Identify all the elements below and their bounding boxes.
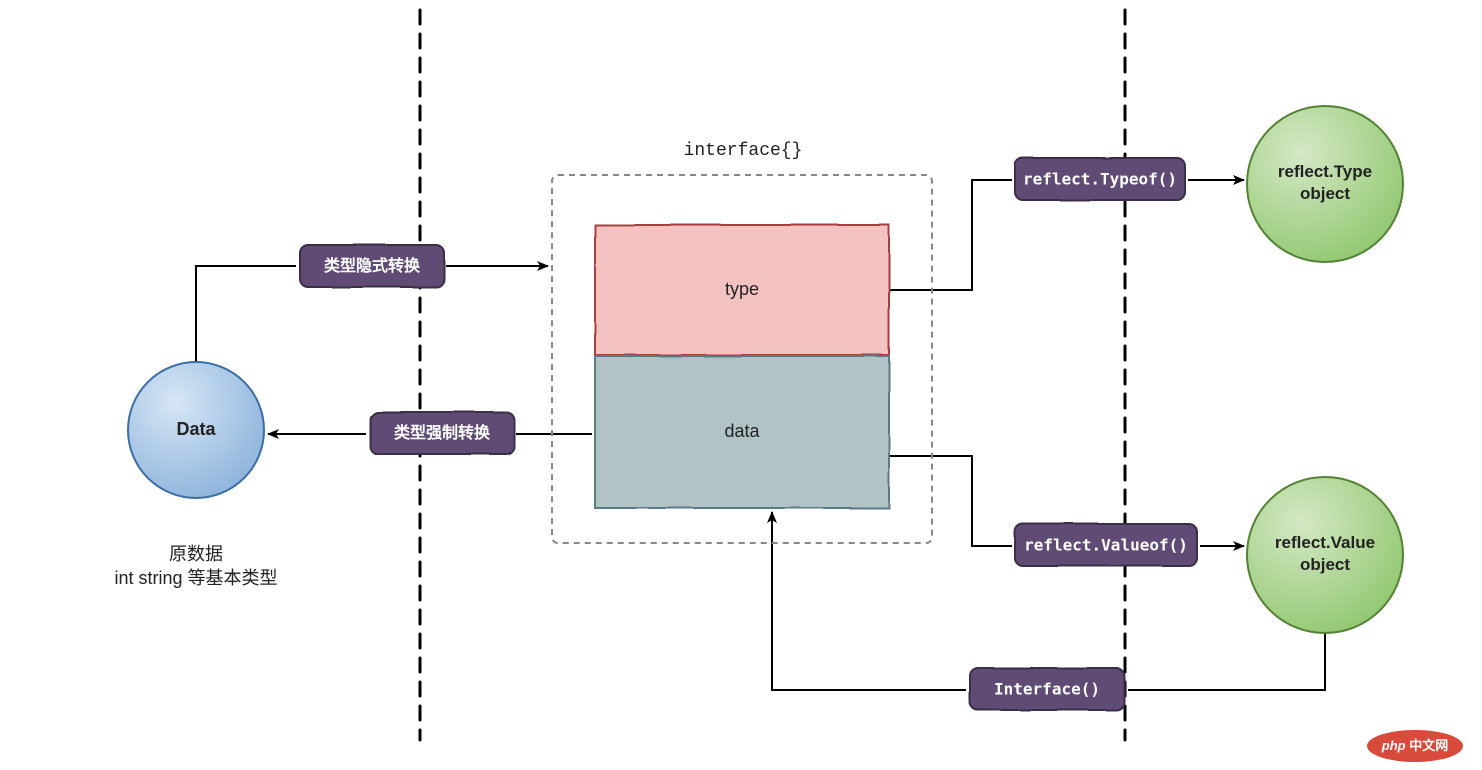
edge-valuecircle-to-interfacefunc [1128, 633, 1325, 690]
data-caption: 原数据int string 等基本类型 [114, 544, 277, 588]
watermark-badge: php 中文网 [1367, 730, 1463, 762]
svg-text:Interface(): Interface() [994, 680, 1100, 699]
edge-interfacefunc-to-databox [772, 512, 966, 690]
svg-text:reflect.Valueof(): reflect.Valueof() [1024, 536, 1188, 555]
type-box: type [595, 225, 889, 355]
reflect-type-circle: reflect.Typeobject [1247, 106, 1403, 262]
reflect-value-circle: reflect.Valueobject [1247, 477, 1403, 633]
svg-text:php 中文网: php 中文网 [1381, 738, 1448, 753]
svg-text:data: data [724, 421, 760, 441]
edge-data-to-valueof [890, 456, 1012, 546]
forced-conversion-pill: 类型强制转换 [370, 412, 514, 454]
svg-text:类型隐式转换: 类型隐式转换 [324, 256, 421, 275]
interface-label: interface{} [684, 141, 803, 161]
reflect-valueof-pill: reflect.Valueof() [1015, 524, 1197, 566]
svg-text:reflect.Typeof(): reflect.Typeof() [1023, 170, 1177, 189]
reflect-typeof-pill: reflect.Typeof() [1015, 158, 1185, 200]
data-box: data [595, 356, 889, 508]
edge-data-to-implicit [196, 266, 296, 362]
implicit-conversion-pill: 类型隐式转换 [300, 245, 444, 287]
interface-func-pill: Interface() [970, 668, 1124, 710]
svg-text:类型强制转换: 类型强制转换 [394, 423, 491, 442]
diagram-canvas: interface{} type data Data 原数据int string… [0, 0, 1482, 770]
data-circle: Data [128, 362, 264, 498]
svg-text:Data: Data [176, 419, 216, 439]
edge-type-to-typeof [890, 180, 1012, 290]
svg-text:type: type [725, 279, 759, 299]
